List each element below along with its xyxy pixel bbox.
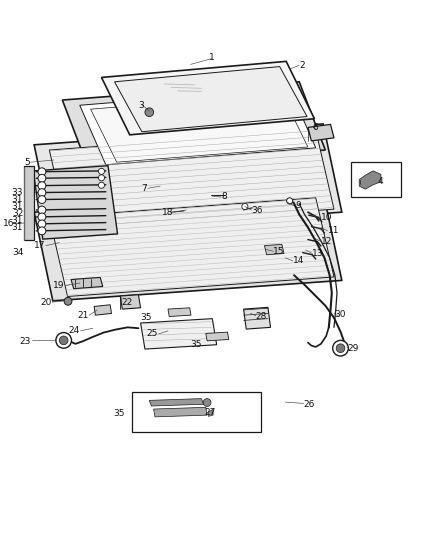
Text: 13: 13 [311,249,323,258]
Polygon shape [243,308,270,329]
Circle shape [98,175,104,181]
Text: 31: 31 [12,223,23,232]
Text: 5: 5 [24,158,30,167]
Circle shape [38,206,46,214]
Text: 30: 30 [333,310,345,319]
Circle shape [203,399,211,407]
Text: 1: 1 [208,53,214,62]
Circle shape [332,341,347,356]
Text: 31: 31 [12,202,23,211]
Text: 27: 27 [204,408,215,417]
Text: 31: 31 [12,216,23,225]
Text: 7: 7 [141,184,147,193]
Text: 24: 24 [68,326,80,335]
Polygon shape [264,244,283,255]
Polygon shape [49,198,333,296]
Circle shape [145,108,153,117]
Text: 6: 6 [311,123,317,132]
Polygon shape [205,332,228,341]
Text: 17: 17 [33,241,45,250]
Text: 26: 26 [303,400,314,409]
Polygon shape [90,94,307,162]
Text: 18: 18 [161,208,173,217]
Text: 10: 10 [320,213,332,222]
Circle shape [286,198,292,204]
Text: 32: 32 [12,209,23,218]
Circle shape [38,168,46,176]
FancyBboxPatch shape [131,392,261,432]
Polygon shape [80,88,315,165]
Circle shape [38,196,46,204]
Text: 3: 3 [138,101,144,110]
Text: 28: 28 [255,312,267,321]
Polygon shape [33,166,117,239]
Polygon shape [114,67,306,132]
Circle shape [38,227,46,235]
Text: 2: 2 [299,61,304,70]
Circle shape [38,174,46,182]
Circle shape [241,204,247,209]
Text: 35: 35 [190,340,201,349]
Polygon shape [358,171,380,189]
Text: 19: 19 [53,281,64,290]
Polygon shape [140,319,216,349]
Polygon shape [101,61,314,135]
Text: 9: 9 [294,201,300,210]
Text: 36: 36 [251,206,262,215]
Polygon shape [168,308,191,317]
Polygon shape [120,295,140,309]
Text: 21: 21 [77,311,88,320]
FancyBboxPatch shape [350,162,400,197]
Polygon shape [34,124,341,233]
Text: 16: 16 [3,220,14,229]
Circle shape [336,344,344,352]
Text: 33: 33 [12,188,23,197]
Polygon shape [49,130,333,229]
Circle shape [38,189,46,197]
Circle shape [56,333,71,348]
Circle shape [38,220,46,228]
Text: 14: 14 [292,256,304,265]
Text: 31: 31 [12,195,23,204]
Text: 35: 35 [113,409,124,418]
Polygon shape [71,277,102,289]
Circle shape [38,182,46,190]
Polygon shape [62,82,325,168]
Text: 34: 34 [12,248,23,257]
Text: 11: 11 [327,227,338,236]
Text: 8: 8 [220,192,226,201]
Polygon shape [149,399,203,406]
Text: 15: 15 [272,247,284,256]
Text: 22: 22 [121,297,132,306]
Polygon shape [34,192,341,301]
Text: 12: 12 [320,237,332,246]
Text: 35: 35 [140,313,151,322]
Circle shape [98,182,104,188]
Polygon shape [94,305,111,315]
Text: 4: 4 [377,177,382,186]
Polygon shape [307,124,333,141]
Polygon shape [153,407,207,417]
Text: 29: 29 [346,344,357,353]
Text: 23: 23 [19,337,31,346]
Circle shape [64,297,72,305]
Polygon shape [208,409,213,416]
Circle shape [59,336,68,345]
Polygon shape [24,166,34,240]
Circle shape [38,213,46,221]
Text: 25: 25 [146,329,158,338]
Text: 20: 20 [40,297,51,306]
Circle shape [98,168,104,174]
